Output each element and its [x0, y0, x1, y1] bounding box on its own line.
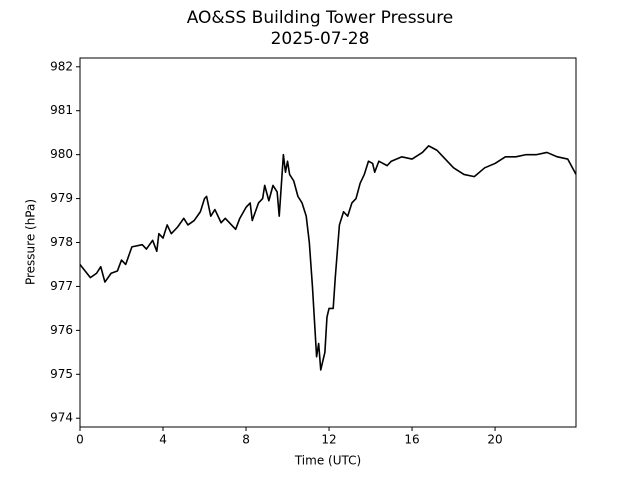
data-line [79, 145, 577, 371]
x-axis-label: Time (UTC) [294, 454, 361, 468]
x-tick-label: 8 [242, 433, 250, 447]
y-tick-label: 974 [50, 411, 73, 425]
x-tick-label: 0 [76, 433, 84, 447]
plot-frame [79, 57, 577, 428]
y-tick-label: 978 [50, 235, 73, 249]
y-tick-label: 975 [50, 367, 73, 381]
chart-subtitle: 2025-07-28 [271, 29, 370, 49]
y-tick-label: 976 [50, 323, 73, 337]
x-tick-label: 12 [321, 433, 336, 447]
y-tick-label: 977 [50, 279, 73, 293]
y-tick-label: 982 [50, 59, 73, 73]
x-tick-label: 16 [404, 433, 419, 447]
x-tick-label: 20 [487, 433, 502, 447]
x-tick-label: 4 [159, 433, 167, 447]
y-tick-label: 979 [50, 191, 73, 205]
y-axis-label: Pressure (hPa) [24, 199, 38, 285]
chart-title: AO&SS Building Tower Pressure [187, 8, 454, 28]
y-tick-label: 980 [50, 147, 73, 161]
y-tick-label: 981 [50, 103, 73, 117]
